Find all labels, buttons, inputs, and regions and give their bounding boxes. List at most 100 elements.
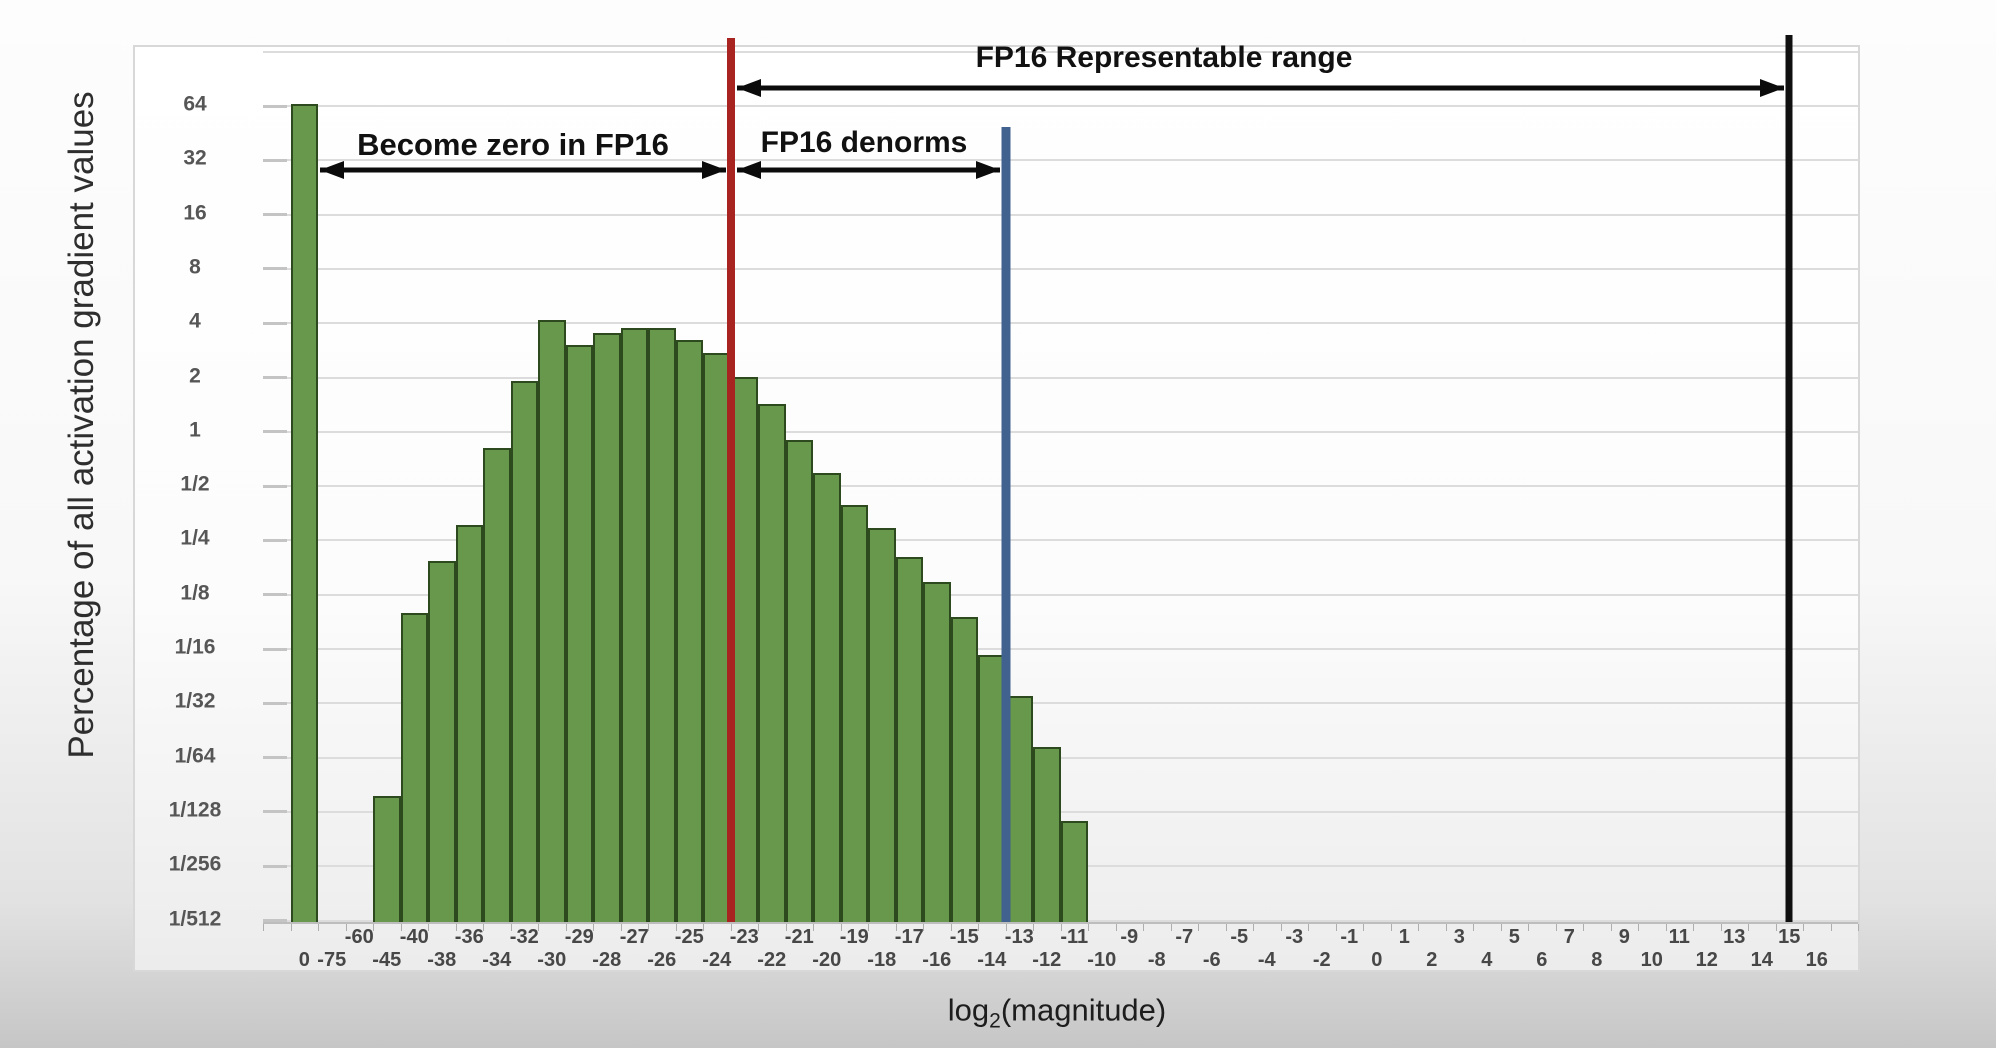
x-axis-tick (1308, 924, 1309, 931)
bar--12 (1033, 746, 1061, 922)
y-axis-tick (263, 104, 287, 108)
become-zero-arrow (320, 158, 726, 182)
x-axis-tick (1693, 924, 1694, 931)
bar--23 (730, 376, 758, 922)
x-axis-tick (620, 924, 622, 931)
annotation-become-zero: Become zero in FP16 (357, 127, 669, 162)
x-tick-label--24: -24 (702, 949, 732, 971)
x-axis-tick (1335, 924, 1337, 931)
x-axis-tick (1775, 924, 1777, 931)
x-axis-tick (840, 924, 842, 931)
x-tick-label--25: -25 (674, 926, 704, 948)
x-tick-label--3: -3 (1285, 926, 1304, 948)
y-axis-tick (263, 376, 287, 379)
y-axis-tick (263, 647, 287, 651)
fp16-representable-range-arrow-left-arrowhead-icon (736, 79, 761, 97)
bar--28 (593, 332, 621, 922)
bar--15 (950, 616, 978, 922)
gridline (263, 430, 1858, 433)
y-tick-label: 1/2 (180, 472, 210, 496)
gridline (263, 213, 1858, 216)
x-tick-label--11: -11 (1060, 926, 1089, 948)
x-tick-label-7: 7 (1563, 926, 1575, 948)
fp16-denorms-arrow-left-arrowhead-icon (736, 161, 761, 179)
y-tick-label: 1/128 (168, 798, 222, 822)
x-axis-tick (538, 924, 539, 931)
y-axis-tick (263, 430, 287, 434)
x-tick-label--15: -15 (949, 926, 979, 948)
x-tick-label--40: -40 (399, 926, 429, 948)
gridline (263, 593, 1858, 596)
x-tick-label--18: -18 (867, 949, 897, 971)
bar--18 (868, 527, 896, 922)
x-tick-label--1: -1 (1340, 926, 1359, 948)
x-axis-tick (1638, 924, 1639, 931)
y-tick-label: 64 (183, 92, 207, 116)
x-axis-tick (510, 924, 512, 931)
x-tick-label--20: -20 (812, 949, 842, 971)
become-zero-arrow-shaft (320, 167, 726, 173)
gridline (263, 756, 1858, 759)
x-axis-title: log2(magnitude) (948, 992, 1166, 1033)
x-tick-label--8: -8 (1147, 949, 1166, 971)
x-tick-label-12: 12 (1695, 949, 1718, 971)
x-tick-label--2: -2 (1312, 949, 1331, 971)
x-axis-tick (1033, 924, 1034, 931)
x-axis-tick (1115, 924, 1117, 931)
x-axis-tick (1583, 924, 1584, 931)
bar--21 (785, 439, 813, 922)
x-tick-label--28: -28 (592, 949, 622, 971)
y-axis-tick (263, 484, 287, 488)
x-tick-label-4: 4 (1481, 949, 1493, 971)
y-tick-label: 4 (189, 309, 201, 333)
x-axis-tick (730, 924, 732, 931)
y-axis-tick (263, 538, 287, 542)
gridline (263, 105, 1858, 107)
bar--19 (840, 504, 868, 922)
y-tick-label: 1/64 (174, 744, 216, 768)
bar--36 (455, 525, 483, 922)
bar--26 (648, 328, 676, 922)
y-axis-tick (263, 864, 287, 868)
bar--11 (1060, 820, 1088, 922)
x-tick-label--13: -13 (1004, 926, 1034, 948)
x-axis-tick (593, 924, 594, 931)
bar--32 (510, 380, 538, 922)
x-tick-label-14: 14 (1750, 949, 1773, 971)
x-axis-tick (1748, 924, 1749, 931)
x-tick-label--32: -32 (509, 926, 539, 948)
x-axis-line (263, 922, 1858, 924)
x-tick-label--36: -36 (454, 926, 484, 948)
x-tick-label-6: 6 (1536, 949, 1548, 971)
x-axis-tick (1858, 924, 1859, 931)
y-tick-label: 1/4 (180, 526, 210, 550)
bar--25 (675, 339, 703, 922)
x-tick-label-13: 13 (1723, 926, 1746, 948)
x-tick-label--60: -60 (344, 926, 374, 948)
x-tick-label--5: -5 (1230, 926, 1249, 948)
bar--13 (1005, 695, 1033, 922)
x-tick-label-11: 11 (1668, 926, 1690, 948)
y-axis-tick (263, 701, 287, 705)
x-tick-label-0: 0 (298, 949, 310, 971)
x-axis-tick (345, 924, 347, 931)
gridline (263, 648, 1858, 650)
x-axis-tick (400, 924, 402, 931)
x-axis-tick (373, 924, 374, 931)
gridline (263, 702, 1858, 705)
x-axis-tick (1060, 924, 1062, 931)
y-axis-tick (263, 158, 287, 162)
x-tick-label-5: 5 (1508, 926, 1520, 948)
x-tick-label--26: -26 (647, 949, 677, 971)
fp16-representable-range-arrow (736, 76, 1785, 100)
gridline (263, 810, 1858, 813)
x-axis-tick (675, 924, 677, 931)
x-axis-tick (263, 924, 264, 931)
bar-0-zero (290, 103, 318, 922)
y-tick-label: 2 (189, 364, 201, 388)
gridline (263, 376, 1858, 379)
fp16-max-line (1785, 35, 1793, 922)
bar--16 (923, 581, 951, 922)
gridline (263, 322, 1858, 325)
gridline (263, 50, 1858, 53)
